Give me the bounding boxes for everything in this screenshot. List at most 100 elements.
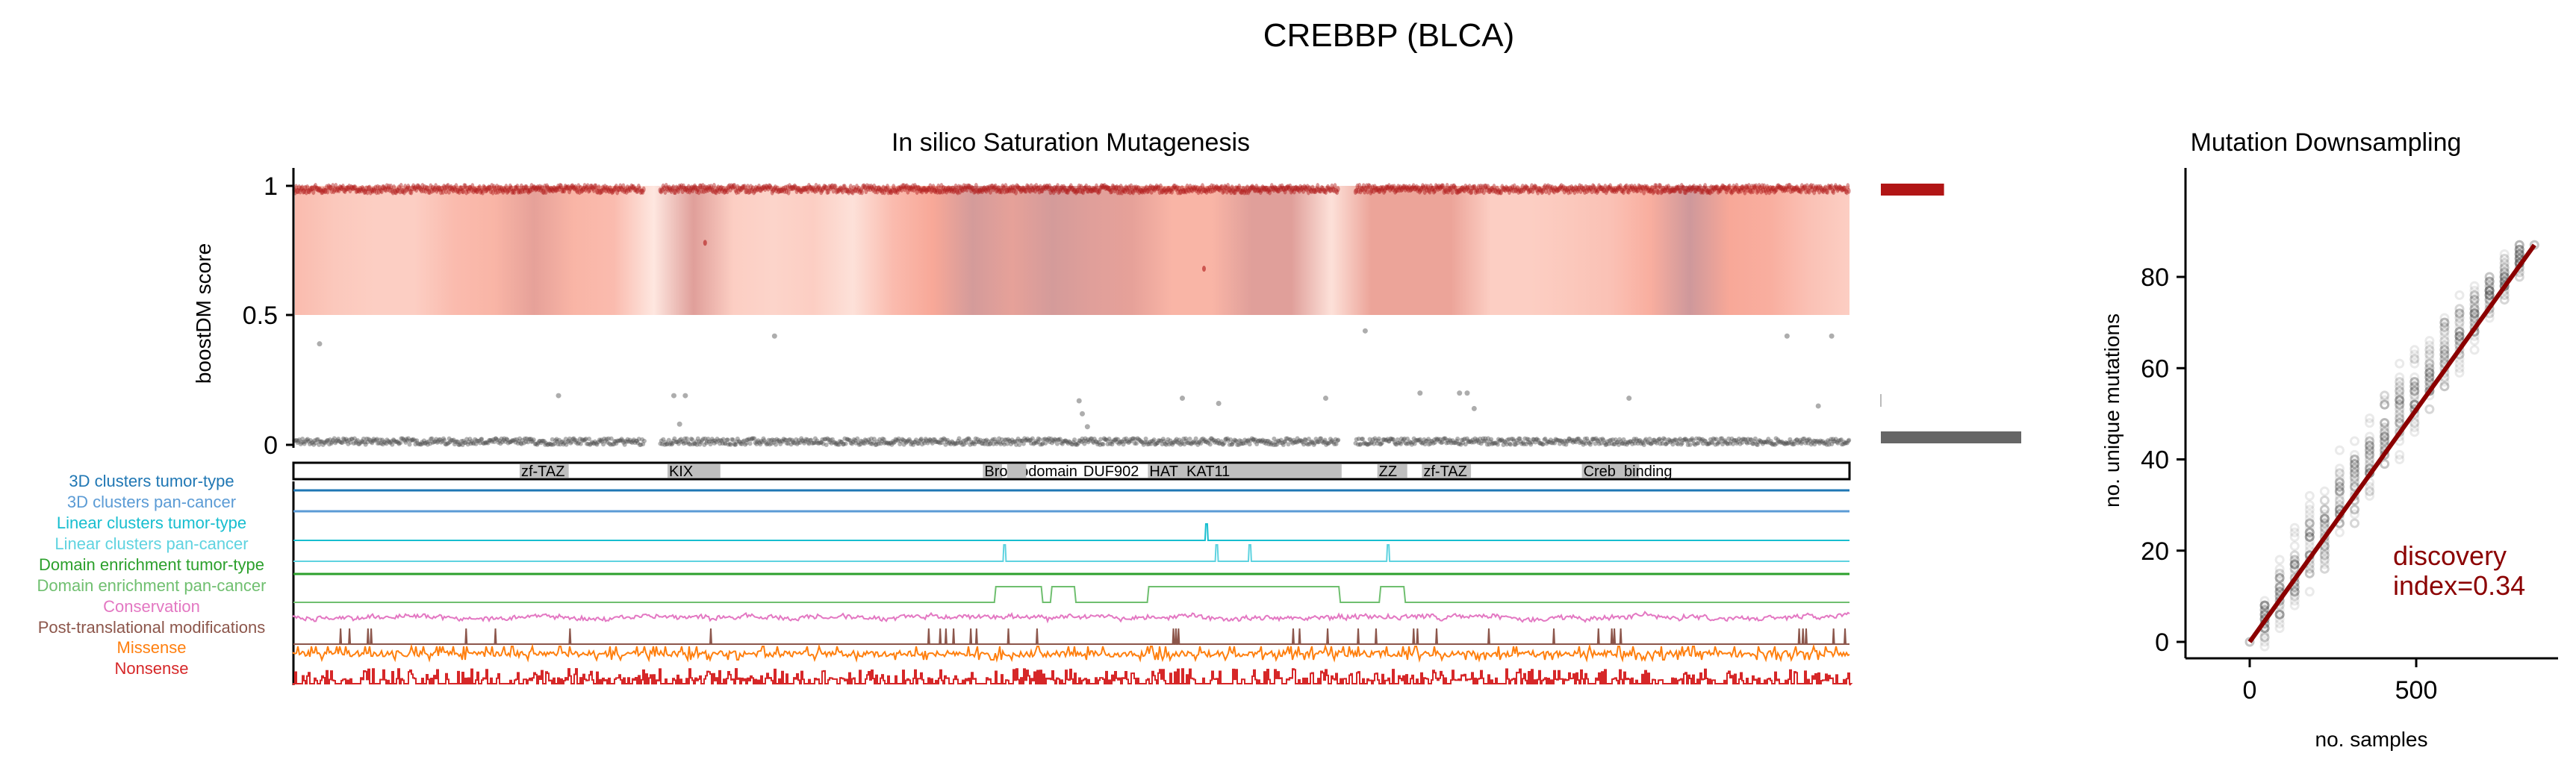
passenger-point <box>365 440 370 445</box>
passenger-point <box>709 437 715 442</box>
driver-point <box>526 187 530 194</box>
driver-point <box>500 187 504 193</box>
driver-point <box>788 185 793 192</box>
driver-point <box>760 185 765 192</box>
passenger-point <box>850 441 855 446</box>
passenger-point <box>420 441 426 446</box>
driver-point <box>560 187 564 194</box>
passenger-point <box>771 333 777 339</box>
passenger-point <box>602 436 607 441</box>
driver-point <box>685 186 689 193</box>
passenger-point <box>1187 437 1192 442</box>
driver-point <box>414 187 419 193</box>
passenger-point <box>868 436 874 441</box>
driver-point <box>538 184 542 190</box>
ytick-label: 80 <box>2141 263 2169 292</box>
driver-point <box>750 187 754 194</box>
passenger-point <box>861 440 866 446</box>
driver-point <box>591 187 596 193</box>
passenger-point <box>443 441 448 446</box>
driver-point <box>604 187 609 194</box>
driver-point <box>763 186 768 193</box>
driver-point <box>635 187 639 194</box>
driver-point <box>750 185 755 192</box>
driver-point <box>307 188 311 195</box>
passenger-point <box>901 442 906 447</box>
passenger-point <box>917 438 922 443</box>
passenger-point <box>786 437 791 443</box>
passenger-point <box>965 437 970 442</box>
discovery-annotation: index=0.34 <box>2393 570 2525 601</box>
passenger-point <box>380 442 385 447</box>
driver-point <box>482 184 486 190</box>
driver-point <box>379 187 383 194</box>
passenger-point <box>317 341 323 347</box>
passenger-point <box>914 437 919 443</box>
passenger-point <box>685 440 691 445</box>
passenger-point <box>447 440 452 445</box>
passenger-point <box>346 437 352 443</box>
passenger-point <box>520 437 525 443</box>
driver-point <box>776 188 780 195</box>
driver-point <box>713 188 718 195</box>
passenger-point <box>452 440 458 445</box>
driver-point <box>606 187 610 193</box>
passenger-point <box>661 437 666 442</box>
driver-point <box>762 184 766 190</box>
passenger-point <box>829 440 834 446</box>
driver-point <box>410 185 414 192</box>
driver-point <box>672 189 676 196</box>
passenger-point <box>573 440 579 445</box>
driver-point <box>588 187 592 193</box>
driver-point <box>912 187 916 193</box>
passenger-point <box>423 440 428 446</box>
driver-point <box>309 185 314 192</box>
passenger-point <box>434 437 439 442</box>
passenger-point <box>390 442 395 447</box>
passenger-point <box>909 440 915 445</box>
passenger-point <box>435 439 441 444</box>
passenger-point <box>886 441 892 446</box>
driver-point <box>305 184 310 190</box>
driver-point <box>350 184 355 191</box>
driver-point <box>897 185 901 192</box>
passenger-point <box>340 440 345 446</box>
passenger-point <box>505 440 511 446</box>
driver-point <box>438 186 442 193</box>
passenger-point <box>694 439 699 444</box>
driver-point <box>402 189 406 196</box>
driver-point <box>845 187 850 194</box>
ytick-label: 60 <box>2141 355 2169 383</box>
passenger-point <box>505 437 510 443</box>
passenger-point <box>360 440 365 445</box>
driver-point <box>989 183 994 190</box>
driver-point <box>541 189 546 196</box>
driver-point <box>360 184 364 191</box>
passenger-point <box>886 440 891 446</box>
passenger-point <box>847 438 853 443</box>
driver-point <box>930 186 935 193</box>
driver-point <box>833 184 837 190</box>
driver-point <box>945 188 949 195</box>
driver-point <box>318 187 323 193</box>
passenger-point <box>325 438 330 443</box>
passenger-point <box>817 440 822 446</box>
passenger-point <box>339 440 344 445</box>
driver-point <box>667 184 671 191</box>
passenger-point <box>663 440 668 445</box>
driver-point <box>311 189 316 196</box>
passenger-point <box>843 441 848 446</box>
driver-point <box>632 184 636 190</box>
driver-point <box>837 187 841 193</box>
passenger-point <box>481 440 486 446</box>
passenger-point <box>970 441 975 446</box>
driver-point <box>678 184 682 191</box>
passenger-point <box>874 439 880 444</box>
driver-point <box>392 184 396 191</box>
passenger-point <box>738 441 743 446</box>
passenger-point <box>627 437 632 443</box>
passenger-point <box>714 440 719 445</box>
passenger-point <box>758 442 763 447</box>
passenger-point <box>563 437 568 442</box>
driver-point <box>564 184 568 191</box>
